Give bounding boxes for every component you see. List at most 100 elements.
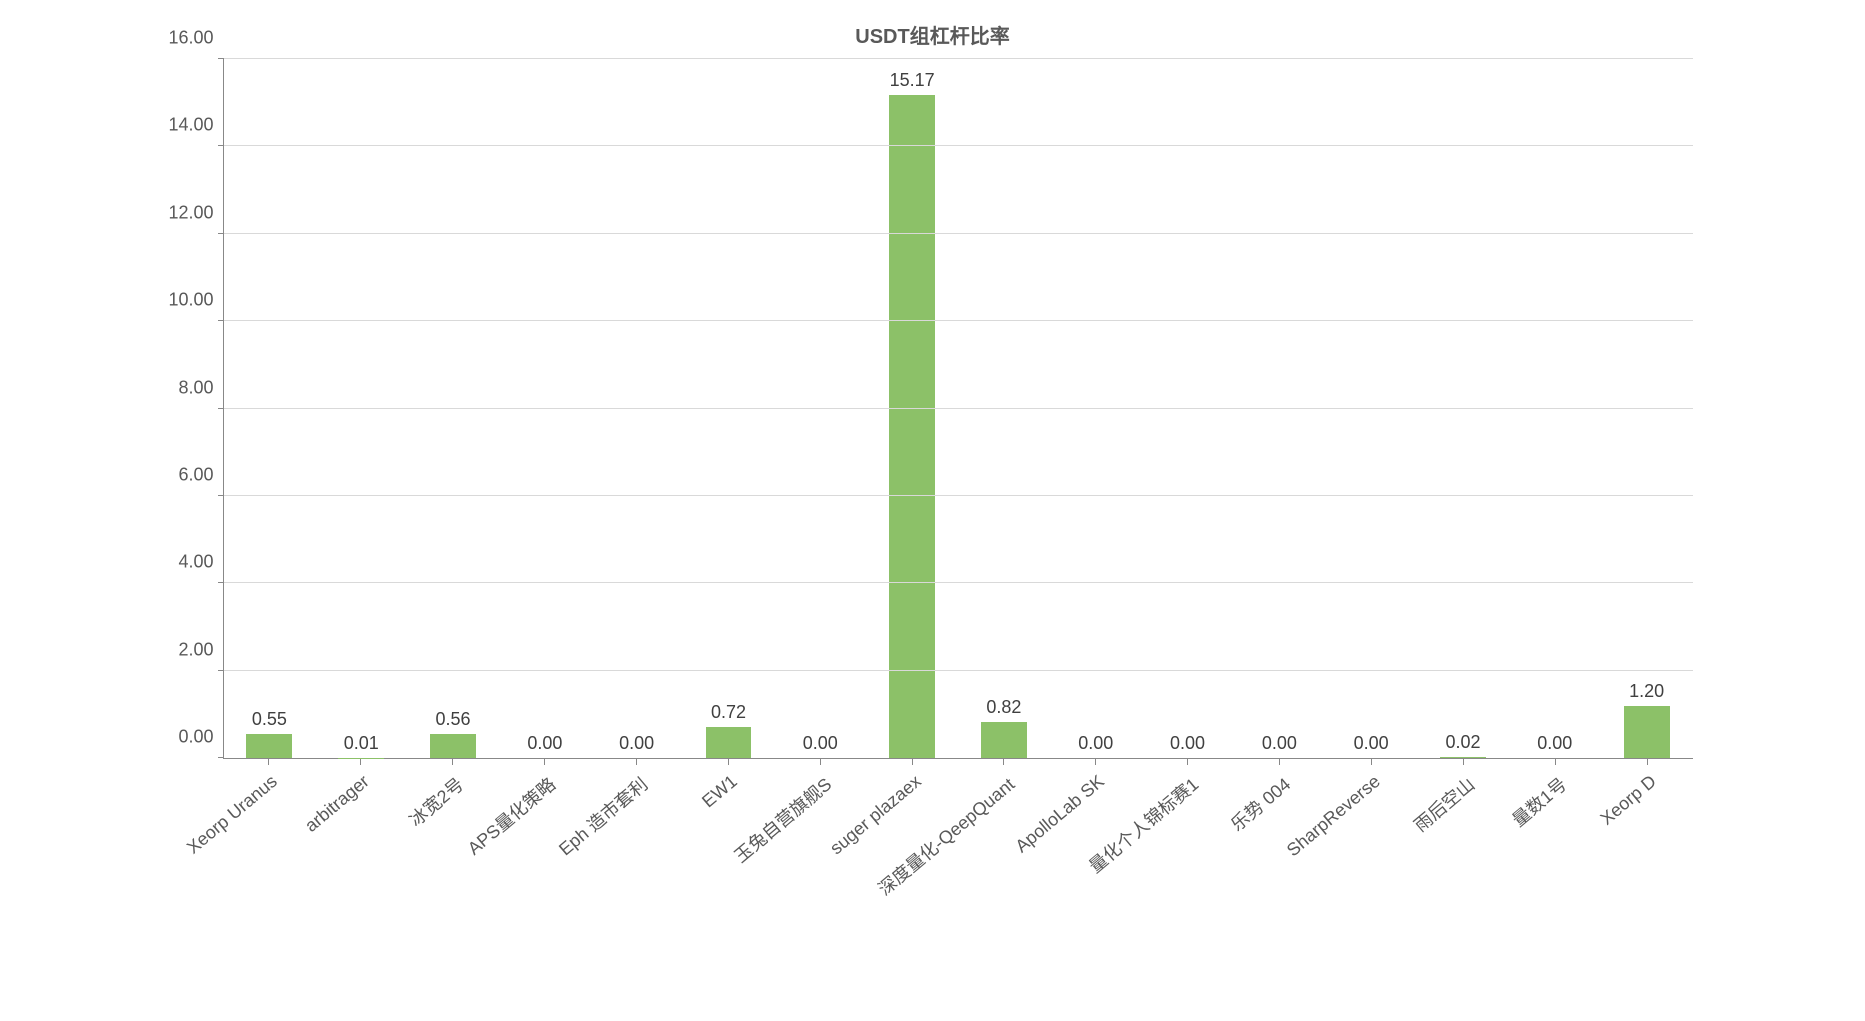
xlabel-slot: 雨后空山: [1417, 759, 1509, 919]
xtick-mark: [360, 759, 361, 765]
ytick-label: 10.00: [168, 290, 223, 311]
gridline: [224, 582, 1693, 583]
xlabel-slot: Xeorp D: [1601, 759, 1693, 919]
gridline: [224, 670, 1693, 671]
bar-value-label: 0.01: [344, 733, 379, 754]
xlabel: EW1: [698, 771, 741, 812]
bar: 0.55: [246, 734, 292, 758]
chart-container: USDT组杠杆比率 0.55 0.01 0.56 0.00 0.00 0.72 0.00 15…: [153, 20, 1713, 920]
bar-slot: 0.00: [1325, 59, 1417, 758]
bar-value-label: 0.00: [619, 733, 654, 754]
bar-slot: 0.00: [1142, 59, 1234, 758]
ytick-mark: [218, 408, 224, 409]
bar-value-label: 0.00: [1262, 733, 1297, 754]
bar-value-label: 0.56: [436, 709, 471, 730]
ytick-label: 4.00: [178, 552, 223, 573]
xtick-mark: [1647, 759, 1648, 765]
ytick-mark: [218, 145, 224, 146]
bar-slot: 0.56: [407, 59, 499, 758]
bar-slot: 0.00: [1233, 59, 1325, 758]
xtick-mark: [1463, 759, 1464, 765]
xtick-mark: [912, 759, 913, 765]
gridline: [224, 58, 1693, 59]
bars-region: 0.55 0.01 0.56 0.00 0.00 0.72 0.00 15.17 0.82 0.0…: [224, 59, 1693, 758]
ytick-mark: [218, 233, 224, 234]
xtick-mark: [1371, 759, 1372, 765]
bar: 0.82: [981, 722, 1027, 758]
bar-value-label: 15.17: [890, 70, 935, 91]
gridline: [224, 145, 1693, 146]
xlabel: 雨后空山: [1408, 771, 1480, 837]
xtick-mark: [728, 759, 729, 765]
bar: 15.17: [889, 95, 935, 758]
bar: 1.20: [1624, 706, 1670, 758]
xlabel: 乐势 004: [1225, 771, 1296, 837]
xtick-mark: [544, 759, 545, 765]
bar-value-label: 0.00: [1537, 733, 1572, 754]
xtick-mark: [820, 759, 821, 765]
gridline: [224, 408, 1693, 409]
bar-slot: 0.00: [499, 59, 591, 758]
bar-slot: 0.82: [958, 59, 1050, 758]
ytick-mark: [218, 320, 224, 321]
bar-value-label: 0.55: [252, 709, 287, 730]
xlabel-slot: 量化个人锦标赛1: [1141, 759, 1233, 919]
xtick-mark: [1279, 759, 1280, 765]
chart-title: USDT组杠杆比率: [153, 20, 1713, 49]
bar-slot: 0.01: [315, 59, 407, 758]
plot-area: 0.55 0.01 0.56 0.00 0.00 0.72 0.00 15.17 0.82 0.0…: [223, 59, 1693, 759]
xtick-mark: [1095, 759, 1096, 765]
xlabel-slot: 量数1号: [1509, 759, 1601, 919]
xtick-mark: [1187, 759, 1188, 765]
bar-value-label: 0.00: [803, 733, 838, 754]
bar-value-label: 0.00: [1170, 733, 1205, 754]
xtick-mark: [268, 759, 269, 765]
xlabel: 量数1号: [1506, 771, 1572, 832]
bar: 0.56: [430, 734, 476, 758]
bar-slot: 0.72: [683, 59, 775, 758]
xlabel-slot: SharpReverse: [1325, 759, 1417, 919]
xtick-mark: [452, 759, 453, 765]
bar-value-label: 0.72: [711, 702, 746, 723]
ytick-label: 12.00: [168, 202, 223, 223]
gridline: [224, 320, 1693, 321]
ytick-mark: [218, 58, 224, 59]
ytick-mark: [218, 495, 224, 496]
ytick-label: 8.00: [178, 377, 223, 398]
bar-slot: 15.17: [866, 59, 958, 758]
xlabel-slot: Eph 造市套利: [590, 759, 682, 919]
bar-slot: 1.20: [1601, 59, 1693, 758]
bar-value-label: 0.82: [986, 697, 1021, 718]
ytick-label: 0.00: [178, 727, 223, 748]
xlabel: Xeorp Uranus: [183, 771, 282, 858]
ytick-label: 6.00: [178, 464, 223, 485]
ytick-label: 14.00: [168, 115, 223, 136]
bar-slot: 0.00: [774, 59, 866, 758]
ytick-mark: [218, 582, 224, 583]
x-axis-labels: Xeorp Uranusarbitrager冰宽2号APS量化策略Eph 造市套…: [223, 759, 1693, 919]
bar-value-label: 0.00: [1078, 733, 1113, 754]
bar: 0.02: [1440, 757, 1486, 758]
xlabel-slot: Xeorp Uranus: [223, 759, 315, 919]
bar-value-label: 0.02: [1445, 732, 1480, 753]
bar-value-label: 0.00: [527, 733, 562, 754]
xtick-mark: [1555, 759, 1556, 765]
bar-slot: 0.55: [224, 59, 316, 758]
xlabel: 冰宽2号: [403, 771, 469, 832]
bar-slot: 0.00: [1050, 59, 1142, 758]
xlabel: Xeorp D: [1596, 771, 1660, 830]
gridline: [224, 495, 1693, 496]
ytick-label: 16.00: [168, 28, 223, 49]
ytick-mark: [218, 757, 224, 758]
ytick-label: 2.00: [178, 639, 223, 660]
bar-value-label: 0.00: [1354, 733, 1389, 754]
bar-slot: 0.00: [591, 59, 683, 758]
bar-value-label: 1.20: [1629, 681, 1664, 702]
xtick-mark: [636, 759, 637, 765]
bar-slot: 0.00: [1509, 59, 1601, 758]
bar: 0.72: [706, 727, 752, 758]
bar-slot: 0.02: [1417, 59, 1509, 758]
gridline: [224, 233, 1693, 234]
ytick-mark: [218, 670, 224, 671]
xlabel-slot: arbitrager: [314, 759, 406, 919]
